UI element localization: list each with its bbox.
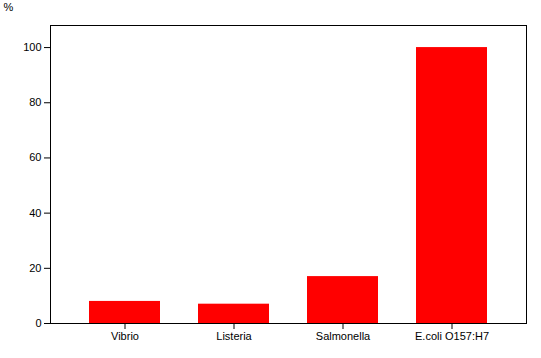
svg-text:0: 0 — [35, 317, 41, 329]
svg-text:%: % — [4, 1, 14, 13]
svg-text:Vibrio: Vibrio — [111, 330, 139, 342]
svg-text:Listeria: Listeria — [216, 330, 252, 342]
svg-text:60: 60 — [29, 151, 41, 163]
svg-text:100: 100 — [23, 41, 41, 53]
svg-text:E.coli O157:H7: E.coli O157:H7 — [415, 330, 489, 342]
svg-text:20: 20 — [29, 262, 41, 274]
svg-text:40: 40 — [29, 207, 41, 219]
svg-text:80: 80 — [29, 96, 41, 108]
svg-text:Salmonella: Salmonella — [316, 330, 371, 342]
